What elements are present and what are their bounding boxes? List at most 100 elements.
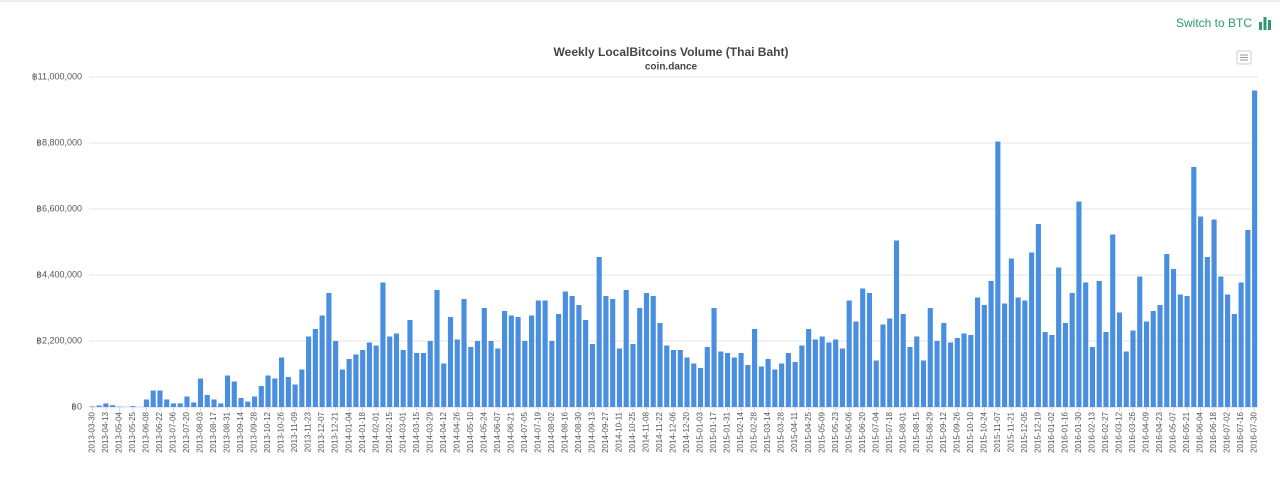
bar	[847, 301, 852, 408]
switch-button[interactable]: Switch to BTC	[1176, 16, 1272, 30]
x-tick-label: 2013-05-25	[128, 411, 137, 452]
bar	[1144, 322, 1149, 408]
y-tick-label: ฿4,400,000	[36, 269, 82, 279]
x-tick-label: 2013-05-04	[115, 411, 124, 452]
bar	[205, 395, 210, 407]
x-tick-label: 2013-09-14	[236, 411, 245, 452]
y-tick-label: ฿6,600,000	[36, 203, 82, 213]
bar	[543, 301, 548, 408]
bar	[928, 308, 933, 407]
x-tick-label: 2013-12-07	[317, 411, 326, 452]
bar	[725, 353, 730, 407]
x-tick-label: 2015-04-25	[804, 411, 813, 452]
bar	[934, 341, 939, 407]
bar	[238, 398, 243, 407]
bar	[1009, 259, 1014, 408]
bar	[1178, 295, 1183, 408]
x-tick-label: 2013-11-23	[304, 411, 313, 452]
switch-label[interactable]: Switch to BTC	[1176, 16, 1252, 30]
bar	[164, 400, 169, 408]
x-tick-label: 2016-01-02	[1047, 411, 1056, 452]
x-tick-label: 2014-04-26	[452, 411, 461, 452]
x-tick-label: 2014-03-01	[398, 411, 407, 452]
bar	[516, 317, 521, 407]
x-tick-label: 2015-08-15	[912, 411, 921, 452]
y-tick-label: ฿11,000,000	[32, 71, 82, 81]
x-tick-label: 2015-12-19	[1033, 411, 1042, 452]
x-tick-label: 2016-07-16	[1236, 411, 1245, 452]
bar	[434, 290, 439, 407]
bar-icon[interactable]	[1258, 16, 1272, 30]
bar	[644, 293, 649, 407]
bar	[1205, 257, 1210, 407]
bar	[826, 343, 831, 408]
bar	[624, 290, 629, 407]
bar	[455, 340, 460, 408]
bar	[630, 344, 635, 407]
x-tick-label: 2013-07-20	[182, 411, 191, 452]
bar	[549, 341, 554, 407]
x-tick-label: 2015-08-29	[925, 411, 934, 452]
x-tick-label: 2015-03-14	[763, 411, 772, 452]
x-tick-label: 2015-11-07	[993, 411, 1002, 452]
bar	[293, 385, 298, 408]
bar	[178, 403, 183, 407]
bar	[157, 391, 162, 408]
bar	[617, 349, 622, 408]
bar	[90, 406, 95, 407]
bar	[975, 298, 980, 408]
bar	[225, 376, 230, 408]
x-tick-label: 2013-04-13	[101, 411, 110, 452]
bar	[597, 257, 602, 407]
bar	[691, 364, 696, 408]
bar	[793, 362, 798, 407]
x-tick-label: 2013-07-06	[169, 411, 178, 452]
bar	[265, 376, 270, 408]
x-tick-label: 2016-07-02	[1223, 411, 1232, 452]
bar	[1171, 269, 1176, 407]
x-tick-label: 2015-10-24	[979, 411, 988, 452]
bar	[1090, 347, 1095, 407]
menu-button[interactable]	[1237, 51, 1251, 64]
bar	[989, 281, 994, 407]
bar	[468, 347, 473, 407]
bar	[1076, 202, 1081, 408]
x-tick-label: 2013-09-28	[250, 411, 259, 452]
bar	[414, 353, 419, 407]
bar	[705, 347, 710, 407]
bar	[853, 322, 858, 408]
x-tick-label: 2015-07-18	[885, 411, 894, 452]
bar	[874, 361, 879, 408]
x-tick-label: 2016-03-26	[1128, 411, 1137, 452]
x-tick-label: 2015-08-01	[898, 411, 907, 452]
x-tick-label: 2013-11-09	[290, 411, 299, 452]
x-tick-label: 2016-01-16	[1061, 411, 1070, 452]
x-tick-label: 2014-07-19	[533, 411, 542, 452]
x-tick-label: 2015-05-09	[817, 411, 826, 452]
bar	[610, 299, 615, 407]
x-tick-label: 2015-07-04	[871, 411, 880, 452]
bar	[860, 289, 865, 408]
bar	[488, 341, 493, 407]
bar	[171, 403, 176, 407]
bar	[1103, 332, 1108, 407]
x-tick-label: 2014-09-13	[588, 411, 597, 452]
bar	[360, 350, 365, 407]
x-tick-label: 2014-12-20	[682, 411, 691, 452]
bar	[657, 323, 662, 407]
x-tick-label: 2014-03-29	[425, 411, 434, 452]
x-tick-label: 2015-09-12	[939, 411, 948, 452]
x-tick-label: 2013-08-31	[223, 411, 232, 452]
bar	[1002, 304, 1007, 408]
x-tick-label: 2016-01-30	[1074, 411, 1083, 452]
x-tick-label: 2016-04-23	[1155, 411, 1164, 452]
bar	[313, 329, 318, 407]
bar	[1124, 352, 1129, 408]
bar	[637, 308, 642, 407]
bar	[880, 325, 885, 408]
x-tick-label: 2016-05-07	[1169, 411, 1178, 452]
bar	[380, 283, 385, 408]
bar	[320, 316, 325, 408]
bar	[1049, 335, 1054, 407]
bar	[563, 292, 568, 408]
